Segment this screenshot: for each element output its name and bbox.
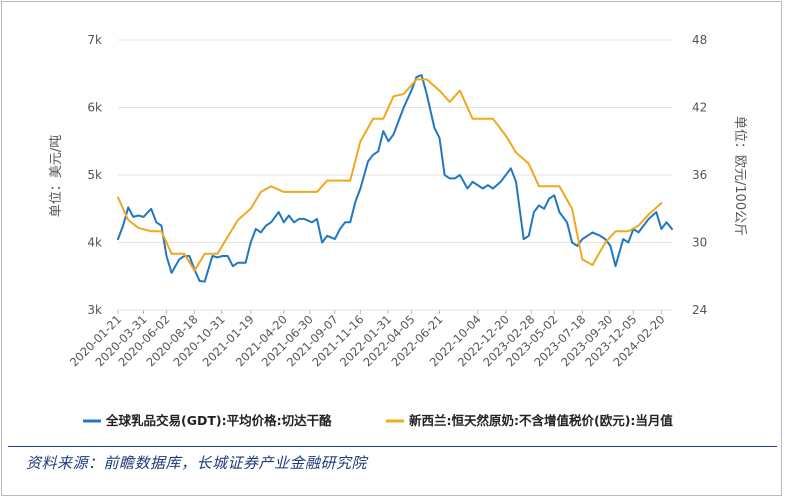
- legend-label-gdt: 全球乳品交易(GDT):平均价格:切达干酪: [105, 413, 332, 428]
- left-tick-label: 4k: [87, 236, 102, 250]
- series-layer: [117, 74, 673, 283]
- left-axis-title: 单位：美元/吨: [49, 135, 64, 217]
- right-axis-ticks: 24 30 36 42 48: [692, 33, 707, 317]
- legend: 全球乳品交易(GDT):平均价格:切达干酪 新西兰:恒天然原奶:不含增值税价(欧…: [83, 413, 673, 428]
- series-line-fonterra-milk: [117, 78, 663, 272]
- right-tick-label: 48: [692, 33, 707, 47]
- left-tick-label: 7k: [87, 33, 102, 47]
- right-tick-label: 42: [692, 101, 707, 115]
- right-tick-label: 36: [692, 168, 707, 182]
- chart: 3k 4k 5k 6k 7k 24 30 36 42 48 2020-01-212020-03-…: [49, 33, 747, 428]
- left-tick-label: 6k: [87, 101, 102, 115]
- grid-lines: [118, 39, 672, 311]
- right-tick-label: 30: [692, 236, 707, 250]
- right-tick-label: 24: [692, 303, 707, 317]
- source-divider: [8, 446, 777, 447]
- right-axis-title: 单位：欧元/100公斤: [732, 116, 747, 236]
- left-axis-ticks: 3k 4k 5k 6k 7k: [87, 33, 102, 317]
- left-tick-label: 3k: [87, 303, 102, 317]
- left-tick-label: 5k: [87, 168, 102, 182]
- legend-label-fonterra: 新西兰:恒天然原奶:不含增值税价(欧元):当月值: [409, 413, 673, 428]
- series-line-gdt-cheddar: [117, 74, 673, 283]
- x-axis-ticks: 2020-01-212020-03-312020-06-022020-08-18…: [67, 310, 668, 369]
- source-note: 资料来源：前瞻数据库，长城证券产业金融研究院: [26, 454, 368, 472]
